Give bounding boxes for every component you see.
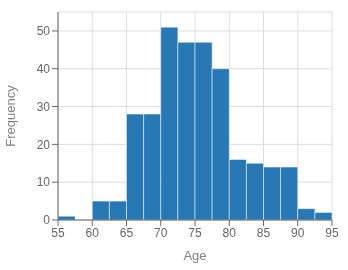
svg-text:90: 90: [291, 226, 305, 240]
svg-text:50: 50: [37, 24, 51, 38]
svg-text:55: 55: [51, 226, 65, 240]
svg-text:10: 10: [37, 175, 51, 189]
svg-text:Frequency: Frequency: [8, 85, 18, 147]
svg-text:95: 95: [325, 226, 339, 240]
svg-text:70: 70: [154, 226, 168, 240]
svg-text:40: 40: [37, 62, 51, 76]
svg-text:65: 65: [120, 226, 134, 240]
svg-text:0: 0: [43, 213, 50, 227]
svg-text:85: 85: [257, 226, 271, 240]
svg-text:60: 60: [86, 226, 100, 240]
svg-text:Age: Age: [183, 248, 206, 263]
svg-text:75: 75: [188, 226, 202, 240]
svg-text:80: 80: [223, 226, 237, 240]
svg-text:20: 20: [37, 138, 51, 152]
svg-text:30: 30: [37, 100, 51, 114]
